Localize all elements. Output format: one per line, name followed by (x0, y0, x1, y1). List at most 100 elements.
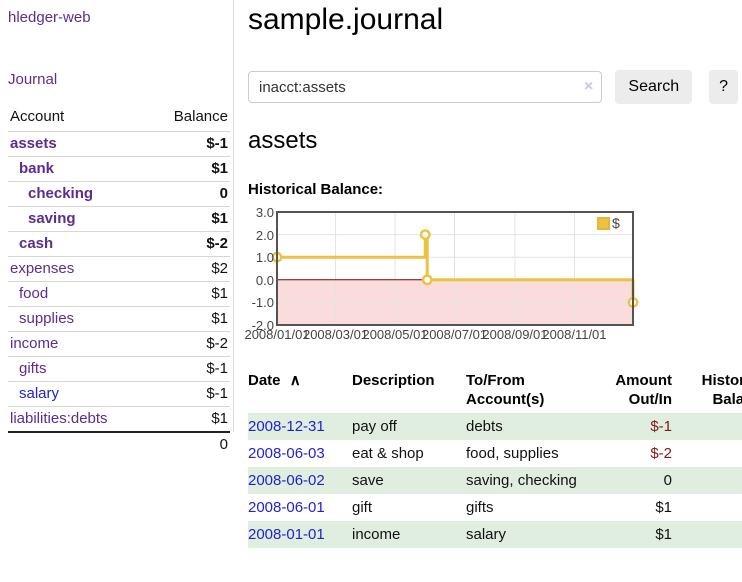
register-balance-cell: 0 (680, 440, 742, 467)
y-axis-tick-label: 1.0 (255, 250, 274, 266)
account-balance-cell: $-2 (149, 331, 230, 357)
account-row: bank $1 (8, 156, 230, 182)
accounts-total-value: 0 (149, 431, 230, 457)
account-balance-cell: $1 (149, 206, 230, 232)
account-balance-cell: $1 (149, 306, 230, 332)
account-link[interactable]: cash (19, 235, 54, 252)
x-axis-tick-label: 2008/11/01 (542, 327, 607, 342)
account-name-cell: checking (8, 181, 150, 207)
chart-legend: $ (597, 215, 620, 231)
account-link[interactable]: assets (10, 135, 57, 152)
register-date-cell: 2008-06-02 (248, 467, 352, 494)
register-accounts-cell: saving, checking (466, 467, 592, 494)
register-date-cell: 2008-01-01 (248, 521, 352, 548)
account-link[interactable]: salary (19, 385, 60, 402)
x-axis-tick-label: 2008/05/01 (362, 327, 428, 342)
header-line: Amount (615, 372, 672, 389)
transaction-date-link[interactable]: 2008-01-01 (248, 526, 325, 543)
account-row: expenses $2 (8, 256, 230, 282)
account-name-cell: food (8, 281, 150, 307)
search-input[interactable] (248, 71, 603, 103)
register-description-cell: eat & shop (352, 445, 424, 462)
account-row: gifts $-1 (8, 356, 230, 382)
register-amount-cell: $1 (592, 521, 680, 548)
account-balance-cell: $-1 (149, 356, 230, 382)
account-row: supplies $1 (8, 306, 230, 332)
transaction-date-link[interactable]: 2008-06-01 (248, 499, 325, 516)
account-name-cell: assets (8, 131, 150, 157)
register-description-cell: gift (352, 499, 373, 516)
account-balance-cell: $-2 (149, 231, 230, 257)
x-axis-tick-label: 2008/09/01 (482, 327, 548, 342)
register-col-header: To/From Account(s) (466, 369, 592, 413)
account-row: cash $-2 (8, 231, 230, 257)
main-content: sample.journal × Search ? assets Histori… (244, 0, 742, 548)
chart-title: Historical Balance: (248, 181, 384, 198)
register-accounts-cell: gifts (466, 499, 494, 516)
account-row: liabilities:debts $1 (8, 406, 230, 432)
account-name-cell: income (8, 331, 150, 357)
register-date-cell: 2008-12-31 (248, 413, 352, 440)
x-axis-tick-label: 2008/03/01 (302, 327, 369, 342)
accounts-table: Account Balance assets $-1 bank $1 checking 0… (8, 105, 230, 457)
account-name-cell: saving (8, 206, 150, 232)
account-row: food $1 (8, 281, 230, 307)
sidebar: hledger-web Journal Account Balance asse… (8, 0, 230, 457)
header-line: Balance (712, 391, 742, 408)
register-balance-cell: $2 (680, 467, 742, 494)
account-row: saving $1 (8, 206, 230, 232)
register-amount-cell: $-1 (592, 413, 680, 440)
account-heading: assets (248, 127, 318, 154)
account-name-cell: salary (8, 381, 150, 407)
register-date-cell: 2008-06-03 (248, 440, 352, 467)
y-axis-tick-label: 0.0 (255, 272, 274, 288)
header-line: Account(s) (466, 391, 545, 408)
account-row: checking 0 (8, 181, 230, 207)
y-axis-tick-label: 2.0 (255, 227, 274, 243)
sort-ascending-icon: ∧ (289, 372, 301, 389)
account-link[interactable]: saving (28, 210, 76, 227)
account-link[interactable]: checking (28, 185, 94, 202)
account-link[interactable]: bank (19, 160, 55, 177)
transaction-date-link[interactable]: 2008-06-02 (248, 472, 325, 489)
register-date-cell: 2008-06-01 (248, 494, 352, 521)
register-accounts-cell: debts (466, 413, 592, 440)
account-balance-cell: $1 (149, 281, 230, 307)
nav-journal-link[interactable]: Journal (8, 71, 58, 88)
y-axis-tick-label: -2.0 (251, 318, 274, 333)
help-button[interactable]: ? (709, 70, 738, 104)
register-accounts-cell: salary (466, 521, 592, 548)
transaction-date-link[interactable]: 2008-06-03 (248, 445, 325, 462)
register-col-header: Description (352, 369, 466, 413)
register-amount-cell: $-2 (650, 445, 672, 462)
register-row: 2008-06-01 gift gifts $1 $2 (248, 494, 742, 521)
account-link[interactable]: expenses (10, 260, 75, 277)
transaction-date-link[interactable]: 2008-12-31 (248, 418, 325, 435)
legend-label: $ (612, 215, 620, 231)
search-button[interactable]: Search (615, 70, 693, 104)
account-link[interactable]: liabilities:debts (10, 410, 108, 427)
brand-link[interactable]: hledger-web (8, 9, 91, 26)
account-balance-cell: $1 (149, 156, 230, 182)
register-balance-cell: $2 (680, 494, 742, 521)
register-header-row: Date ∧ Description To/From Account(s) Amount… (248, 369, 742, 413)
account-row: salary $-1 (8, 381, 230, 407)
account-balance-cell: $2 (149, 256, 230, 282)
accounts-header-row: Account Balance (8, 105, 230, 132)
account-link[interactable]: food (19, 285, 49, 302)
register-balance-cell: $-1 (680, 413, 742, 440)
account-name-cell: supplies (8, 306, 150, 332)
register-accounts-cell: food, supplies (466, 445, 559, 462)
clear-search-icon[interactable]: × (584, 78, 594, 95)
account-row: income $-2 (8, 331, 230, 357)
register-description-cell: income (352, 521, 466, 548)
account-link[interactable]: gifts (19, 360, 47, 377)
account-link[interactable]: supplies (19, 310, 75, 327)
sidebar-divider (233, 0, 234, 432)
page-title: sample.journal (248, 3, 444, 36)
account-name-cell: expenses (8, 256, 150, 282)
search-box: × (248, 71, 603, 103)
account-link[interactable]: income (10, 335, 59, 352)
